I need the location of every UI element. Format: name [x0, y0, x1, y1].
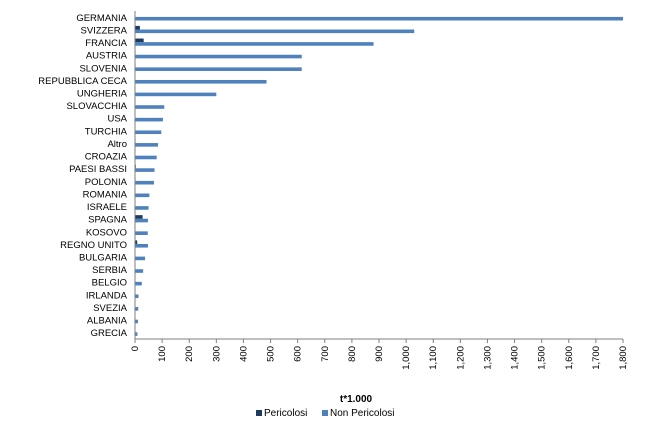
category-label-slovenia: SLOVENIA	[79, 63, 127, 74]
bar-non-pericolosi-turchia	[135, 130, 161, 134]
x-axis-ticks: 0 100 200 300 400 500 600 700 800 900 1,000 1,100 1,…	[130, 339, 629, 370]
x-tick-label-1600: 1,600	[564, 346, 575, 370]
category-label-turchia: TURCHIA	[85, 126, 128, 137]
category-label-svizzera: SVIZZERA	[81, 25, 128, 36]
x-tick-label-900: 900	[374, 346, 385, 362]
bar-non-pericolosi-repubblica-ceca	[135, 80, 266, 84]
bar-non-pericolosi-altro	[135, 143, 158, 147]
category-label-ungheria: UNGHERIA	[77, 89, 128, 100]
category-label-spagna: SPAGNA	[88, 215, 128, 226]
legend-swatch-pericolosi	[256, 410, 262, 416]
bar-non-pericolosi-slovacchia	[135, 105, 164, 109]
category-label-svezia: SVEZIA	[93, 303, 127, 314]
bar-non-pericolosi-germania	[135, 17, 623, 21]
category-label-regno-unito: REGNO UNITO	[60, 240, 127, 251]
x-tick-label-500: 500	[266, 346, 277, 362]
bar-non-pericolosi-israele	[135, 206, 149, 210]
x-tick-label-1400: 1,400	[510, 346, 521, 370]
bar-non-pericolosi-spagna	[135, 219, 148, 223]
x-tick-label-100: 100	[157, 346, 168, 362]
category-label-serbia: SERBIA	[92, 265, 128, 276]
x-tick-label-1100: 1,100	[428, 346, 439, 370]
x-axis-title: t*1.000	[340, 394, 373, 405]
bar-non-pericolosi-romania	[135, 194, 149, 198]
x-tick-label-1800: 1,800	[618, 346, 629, 370]
bar-non-pericolosi-irlanda	[135, 294, 139, 298]
x-tick-label-800: 800	[347, 346, 358, 362]
x-tick-label-1500: 1,500	[537, 346, 548, 370]
category-label-austria: AUSTRIA	[86, 51, 128, 62]
category-label-kosovo: KOSOVO	[86, 227, 127, 238]
category-label-usa: USA	[107, 114, 127, 125]
legend-label-non-pericolosi: Non Pericolosi	[330, 408, 394, 419]
bar-non-pericolosi-polonia	[135, 181, 154, 185]
x-tick-label-1700: 1,700	[591, 346, 602, 370]
x-tick-label-400: 400	[238, 346, 249, 362]
bar-non-pericolosi-paesi-bassi	[135, 168, 155, 172]
bar-non-pericolosi-usa	[135, 118, 163, 122]
x-tick-label-600: 600	[293, 346, 304, 362]
category-label-albania: ALBANIA	[87, 316, 128, 327]
x-tick-label-1200: 1,200	[455, 346, 466, 370]
bar-pericolosi-francia	[135, 39, 144, 43]
category-label-repubblica-ceca: REPUBBLICA CECA	[38, 76, 127, 87]
bar-pericolosi-svizzera	[135, 26, 140, 30]
bar-non-pericolosi-slovenia	[135, 67, 302, 71]
category-label-paesi-bassi: PAESI BASSI	[69, 164, 127, 175]
category-label-germania: GERMANIA	[76, 13, 127, 24]
bar-non-pericolosi-svizzera	[135, 30, 414, 34]
category-label-bulgaria: BULGARIA	[79, 253, 128, 264]
bars-layer	[135, 13, 623, 336]
bar-non-pericolosi-serbia	[135, 269, 143, 273]
bar-non-pericolosi-regno-unito	[135, 244, 148, 248]
legend: Pericolosi Non Pericolosi	[256, 408, 394, 419]
category-label-romania: ROMANIA	[83, 189, 128, 200]
x-tick-label-0: 0	[130, 346, 141, 351]
category-label-francia: FRANCIA	[85, 38, 127, 49]
bar-non-pericolosi-bulgaria	[135, 257, 145, 261]
bar-pericolosi-spagna	[135, 215, 143, 219]
category-label-slovacchia: SLOVACCHIA	[66, 101, 127, 112]
bar-non-pericolosi-francia	[135, 42, 374, 46]
x-tick-label-1000: 1,000	[401, 346, 412, 370]
category-label-altro: Altro	[107, 139, 127, 150]
category-label-polonia: POLONIA	[85, 177, 128, 188]
bar-non-pericolosi-belgio	[135, 282, 142, 286]
legend-label-pericolosi: Pericolosi	[264, 408, 307, 419]
x-tick-label-300: 300	[211, 346, 222, 362]
bar-non-pericolosi-austria	[135, 55, 302, 59]
category-label-grecia: GRECIA	[91, 328, 128, 339]
category-label-irlanda: IRLANDA	[86, 290, 128, 301]
legend-swatch-non-pericolosi	[322, 410, 328, 416]
category-label-israele: ISRAELE	[87, 202, 127, 213]
x-tick-label-1300: 1,300	[482, 346, 493, 370]
category-label-croazia: CROAZIA	[85, 152, 128, 163]
bar-non-pericolosi-croazia	[135, 156, 157, 160]
bar-non-pericolosi-kosovo	[135, 231, 148, 235]
category-label-belgio: BELGIO	[92, 278, 127, 289]
x-tick-label-200: 200	[184, 346, 195, 362]
x-tick-label-700: 700	[320, 346, 331, 362]
bar-non-pericolosi-ungheria	[135, 93, 216, 97]
